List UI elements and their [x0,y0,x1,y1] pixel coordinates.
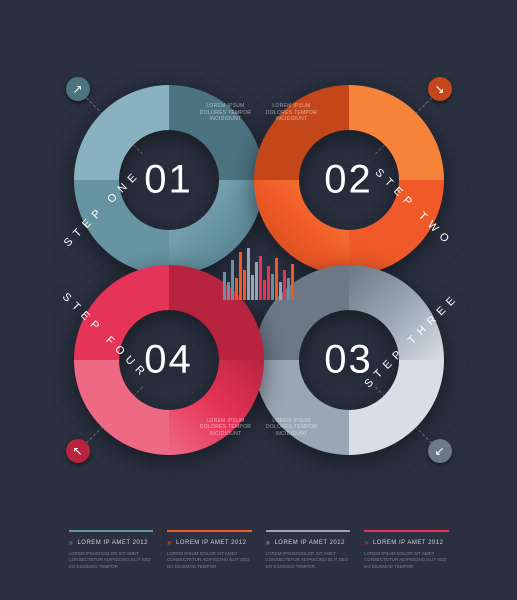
arrow-pin-1: ↗ [66,77,90,101]
chevron-icon: » [266,538,271,547]
legend-title: »LOREM IP AMET 2012 [266,538,351,547]
step-number-2: 02 [324,158,373,203]
legend-column: »LOREM IP AMET 2012 LOREM IPSUM DOLOR SIT… [364,530,449,570]
legend-column: »LOREM IP AMET 2012 LOREM IPSUM DOLOR SIT… [69,530,154,570]
arrow-icon: ↗ [72,82,82,96]
arrow-icon: ↙ [434,444,444,458]
chart-bar [259,256,262,300]
chart-bar [287,278,290,300]
step-number-4: 04 [144,338,193,383]
chart-bar [283,270,286,300]
legend-title: »LOREM IP AMET 2012 [69,538,154,547]
step-desc-2: LOREM IPSUM DOLORES TEMPOR INCIDIDUNT [262,103,322,123]
legend-column: »LOREM IP AMET 2012 LOREM IPSUM DOLOR SIT… [167,530,252,570]
chart-bar [235,278,238,300]
chart-bar [271,274,274,300]
chevron-icon: » [69,538,74,547]
step-desc-3: LOREM IPSUM DOLORES TEMPOR INCIDIDUNT [262,418,322,438]
legend-rule [167,530,252,532]
chart-bar [243,270,246,300]
legend: »LOREM IP AMET 2012 LOREM IPSUM DOLOR SIT… [69,530,449,570]
arrow-icon: ↘ [434,82,444,96]
legend-body: LOREM IPSUM DOLOR SIT AMET CONSECTETUR A… [167,551,252,570]
legend-body: LOREM IPSUM DOLOR SIT AMET CONSECTETUR A… [69,551,154,570]
legend-rule [69,530,154,532]
chart-bar [223,272,226,300]
arrow-pin-3: ↙ [428,439,452,463]
arrow-pin-2: ↘ [428,77,452,101]
chart-bar [255,262,258,300]
step-desc-4: LOREM IPSUM DOLORES TEMPOR INCIDIDUNT [196,418,256,438]
legend-title: »LOREM IP AMET 2012 [364,538,449,547]
legend-column: »LOREM IP AMET 2012 LOREM IPSUM DOLOR SIT… [266,530,351,570]
chart-bar [275,258,278,300]
legend-rule [364,530,449,532]
arrow-icon: ↖ [72,444,82,458]
chevron-icon: » [364,538,369,547]
step-number-3: 03 [324,338,373,383]
legend-body: LOREM IPSUM DOLOR SIT AMET CONSECTETUR A… [266,551,351,570]
chart-bar [263,280,266,300]
chart-bar [231,260,234,300]
chart-bar [279,282,282,300]
step-desc-1: LOREM IPSUM DOLORES TEMPOR INCIDIDUNT [196,103,256,123]
arrow-pin-4: ↖ [66,439,90,463]
chart-bar [267,266,270,300]
chart-bar [251,275,254,300]
legend-rule [266,530,351,532]
chart-bar [291,264,294,300]
legend-title: »LOREM IP AMET 2012 [167,538,252,547]
chart-bar [227,282,230,300]
legend-body: LOREM IPSUM DOLOR SIT AMET CONSECTETUR A… [364,551,449,570]
infographic-stage: 01 STEP ONE LOREM IPSUM DOLORES TEMPOR I… [54,65,464,475]
center-bar-chart [219,240,299,300]
chart-bar [247,248,250,300]
chart-bar [239,252,242,300]
chevron-icon: » [167,538,172,547]
step-number-1: 01 [144,158,193,203]
